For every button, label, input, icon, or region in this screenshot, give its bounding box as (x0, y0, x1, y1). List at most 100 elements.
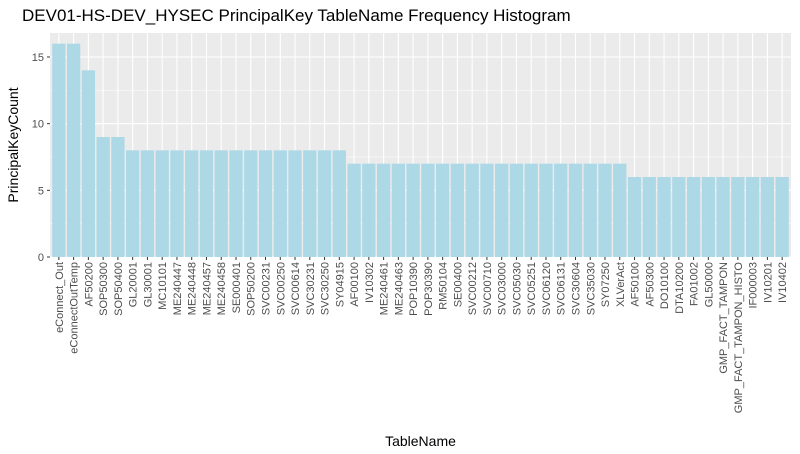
bar-xlveract (613, 163, 627, 257)
bar-svc00212 (465, 163, 479, 257)
x-tick-label: AF50200 (83, 262, 95, 307)
x-tick-label: ME240463 (393, 262, 405, 315)
bar-svc06120 (539, 163, 553, 257)
bar-me240463 (391, 163, 406, 257)
bar-gl50000 (701, 177, 715, 257)
bar-svc30250 (317, 150, 332, 257)
x-tick-label: eConnect_Out (54, 262, 66, 333)
bar-svc00614 (288, 150, 302, 257)
bar-econnectouttemp (66, 43, 81, 257)
y-tick-label: 5 (38, 185, 44, 197)
y-axis: 0 5 10 15 (32, 52, 50, 264)
bar-svc30231 (303, 150, 317, 257)
bar-svc05251 (524, 163, 538, 257)
x-tick-label: RM50104 (438, 262, 450, 310)
bar-svc35030 (583, 163, 597, 257)
bar-svc00250 (273, 150, 287, 257)
bar-se00400 (450, 163, 465, 257)
bar-svc05030 (509, 163, 524, 257)
y-tick-label: 10 (32, 119, 44, 131)
x-tick-label: IV10402 (777, 262, 789, 303)
x-tick-label: SY07250 (600, 262, 612, 307)
x-tick-label: SVC00250 (275, 262, 287, 315)
y-axis-title: PrincipalKeyCount (5, 87, 21, 202)
bar-me240461 (376, 163, 391, 257)
x-tick-label: SVC35030 (585, 262, 597, 315)
x-tick-label: SVC30604 (570, 262, 582, 315)
x-tick-label: IF000003 (748, 262, 760, 308)
x-tick-label: SVC00710 (482, 262, 494, 315)
bar-sop50400 (111, 137, 125, 257)
bar-svc00231 (258, 150, 273, 257)
x-tick-label: GL50000 (703, 262, 715, 307)
x-tick-label: SE000401 (231, 262, 243, 313)
bar-af50200 (81, 70, 96, 257)
x-tick-label: GMP_FACT_TAMPON (718, 262, 730, 374)
x-tick-label: DTA10200 (674, 262, 686, 314)
x-tick-label: IV10201 (762, 262, 774, 303)
bar-if000003 (745, 177, 760, 257)
x-tick-label: SVC30250 (320, 262, 332, 315)
x-tick-label: SVC06131 (556, 262, 568, 315)
y-tick-label: 0 (38, 252, 44, 264)
bar-pop30390 (421, 163, 435, 257)
x-tick-label: SE00400 (452, 262, 464, 307)
bar-iv10201 (760, 177, 775, 257)
x-tick-label: SVC00614 (290, 262, 302, 315)
bar-fa01002 (686, 177, 701, 257)
bar-me240457 (199, 150, 214, 257)
x-tick-label: MC10101 (157, 262, 169, 310)
x-tick-label: SVC00212 (467, 262, 479, 315)
bar-sy04915 (332, 150, 346, 257)
bar-sy07250 (598, 163, 612, 257)
bar-me240448 (185, 150, 199, 257)
x-tick-label: GL30001 (142, 262, 154, 307)
x-tick-label: GL20001 (128, 262, 140, 307)
bar-rm50104 (435, 163, 450, 257)
bar-se000401 (229, 150, 243, 257)
x-tick-label: eConnectOutTemp (69, 262, 81, 354)
x-tick-label: ME240461 (379, 262, 391, 315)
bar-pop10390 (406, 163, 420, 257)
bar-svc03000 (495, 163, 509, 257)
bar-af50100 (627, 177, 642, 257)
x-tick-label: DO10100 (659, 262, 671, 309)
bars-group (52, 43, 789, 257)
x-tick-label: SVC03000 (497, 262, 509, 315)
chart-title: DEV01-HS-DEV_HYSEC PrincipalKey TableNam… (22, 6, 571, 25)
x-tick-label: AF50300 (644, 262, 656, 307)
bar-svc06131 (554, 163, 568, 257)
x-tick-label: IV10302 (364, 262, 376, 303)
bar-dta10200 (672, 177, 686, 257)
x-tick-label: SVC00231 (261, 262, 273, 315)
y-tick-label: 15 (32, 52, 44, 64)
bar-sop50300 (96, 137, 110, 257)
x-tick-label: ME240458 (216, 262, 228, 315)
x-axis: eConnect_Out eConnectOutTemp AF50200 SOP503… (54, 257, 789, 413)
x-tick-label: ME240448 (187, 262, 199, 315)
x-axis-title: TableName (385, 433, 456, 449)
x-tick-label: SOP50400 (113, 262, 125, 316)
bar-gmp-fact-tampon-histo (731, 177, 745, 257)
bar-iv10302 (362, 163, 376, 257)
x-tick-label: FA01002 (689, 262, 701, 306)
x-tick-label: POP10390 (408, 262, 420, 316)
x-tick-label: SOP50200 (246, 262, 258, 316)
bar-mc10101 (155, 150, 169, 257)
bar-gl20001 (126, 150, 140, 257)
bar-svc00710 (480, 163, 494, 257)
x-tick-label: AF50100 (630, 262, 642, 307)
x-tick-label: GMP_FACT_TAMPON_HISTO (733, 262, 745, 414)
bar-gmp-fact-tampon (716, 177, 730, 257)
x-tick-label: SY04915 (334, 262, 346, 307)
x-tick-label: POP30390 (423, 262, 435, 316)
bar-sop50200 (244, 150, 258, 257)
x-tick-label: SVC05251 (526, 262, 538, 315)
x-tick-label: ME240457 (201, 262, 213, 315)
bar-svc30604 (568, 163, 583, 257)
bar-gl30001 (140, 150, 155, 257)
bar-af00100 (347, 163, 361, 257)
bar-me240447 (170, 150, 184, 257)
x-tick-label: SVC05030 (511, 262, 523, 315)
